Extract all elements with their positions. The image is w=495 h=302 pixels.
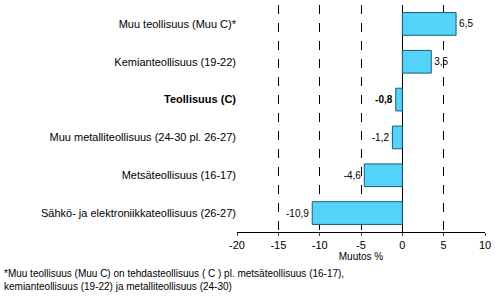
svg-text:Teollisuus (C): Teollisuus (C) <box>164 93 236 105</box>
svg-text:-20: -20 <box>229 239 245 251</box>
svg-text:6,5: 6,5 <box>459 18 473 29</box>
svg-text:-4,6: -4,6 <box>344 170 362 181</box>
svg-text:Kemianteollisuus (19-22): Kemianteollisuus (19-22) <box>114 56 236 68</box>
svg-text:Muu teollisuus (Muu C)*: Muu teollisuus (Muu C)* <box>119 18 237 30</box>
svg-text:-0,8: -0,8 <box>375 94 393 105</box>
svg-text:5: 5 <box>441 239 447 251</box>
svg-text:Sähkö- ja elektroniikkateollis: Sähkö- ja elektroniikkateollisuus (26-27… <box>41 207 236 219</box>
svg-text:10: 10 <box>479 239 491 251</box>
svg-text:Muu metalliteollisuus (24-30 p: Muu metalliteollisuus (24-30 pl. 26-27) <box>50 131 236 143</box>
svg-text:3,5: 3,5 <box>434 56 448 67</box>
svg-text:0: 0 <box>399 239 405 251</box>
svg-text:*Muu teollisuus (Muu C) on teh: *Muu teollisuus (Muu C) on tehdasteollis… <box>4 268 344 292</box>
svg-text:Metsäteollisuus (16-17): Metsäteollisuus (16-17) <box>122 169 236 181</box>
svg-text:Muutos %: Muutos % <box>339 251 384 262</box>
svg-text:-5: -5 <box>356 239 366 251</box>
svg-text:-10: -10 <box>312 239 328 251</box>
svg-text:-15: -15 <box>270 239 286 251</box>
svg-text:-10,9: -10,9 <box>286 208 309 219</box>
svg-text:-1,2: -1,2 <box>372 132 390 143</box>
